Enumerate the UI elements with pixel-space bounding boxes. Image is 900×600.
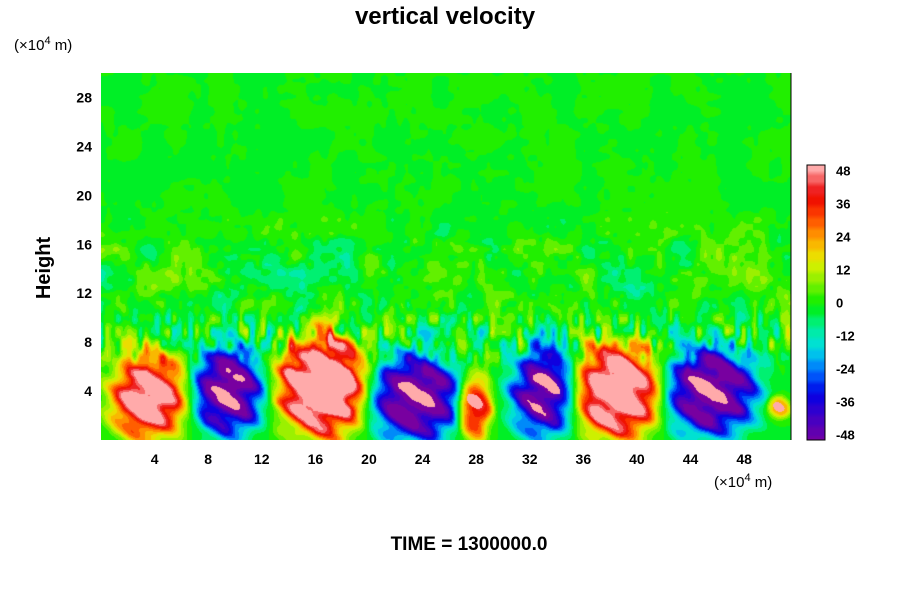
colorbar-ticks: 48 36 24 12 0 -12 -24 -36 -48 xyxy=(836,164,856,443)
x-tick-label: 32 xyxy=(522,451,538,467)
colorbar-tick-label: 24 xyxy=(836,230,851,245)
y-tick-label: 16 xyxy=(76,236,92,252)
chart-title: vertical velocity xyxy=(355,3,536,30)
x-axis-ticks: 4 8 12 16 20 24 28 32 36 40 44 48 xyxy=(151,451,752,467)
y-tick-label: 12 xyxy=(76,285,92,301)
colorbar-tick-label: -36 xyxy=(836,395,855,410)
x-tick-label: 8 xyxy=(204,451,212,467)
x-tick-label: 16 xyxy=(308,451,324,467)
x-tick-label: 44 xyxy=(683,451,699,467)
x-tick-label: 24 xyxy=(415,451,431,467)
y-axis-ticks: 4 8 12 16 20 24 28 xyxy=(76,89,92,399)
x-tick-label: 20 xyxy=(361,451,377,467)
x-tick-label: 40 xyxy=(629,451,645,467)
x-tick-label: 28 xyxy=(468,451,484,467)
y-axis-label: Height xyxy=(33,237,55,300)
x-tick-label: 36 xyxy=(576,451,592,467)
colorbar-tick-label: 36 xyxy=(836,197,850,212)
colorbar xyxy=(806,164,826,441)
x-tick-label: 12 xyxy=(254,451,270,467)
heatmap-canvas xyxy=(101,73,791,440)
colorbar-tick-label: -12 xyxy=(836,329,855,344)
colorbar-tick-label: 12 xyxy=(836,263,850,278)
y-tick-label: 20 xyxy=(76,187,92,203)
colorbar-tick-label: -24 xyxy=(836,362,856,377)
y-axis-unit: (×104 m) xyxy=(14,35,72,54)
y-tick-label: 24 xyxy=(76,138,92,154)
y-tick-label: 4 xyxy=(84,383,92,399)
x-axis-unit: (×104 m) xyxy=(714,472,772,491)
y-tick-label: 28 xyxy=(76,89,92,105)
colorbar-tick-label: 0 xyxy=(836,296,843,311)
x-tick-label: 48 xyxy=(736,451,752,467)
colorbar-tick-label: -48 xyxy=(836,428,855,443)
colorbar-tick-label: 48 xyxy=(836,164,850,179)
time-label: TIME = 1300000.0 xyxy=(391,534,548,555)
x-tick-label: 4 xyxy=(151,451,159,467)
y-tick-label: 8 xyxy=(84,334,92,350)
heatmap-plot-area xyxy=(101,73,791,440)
